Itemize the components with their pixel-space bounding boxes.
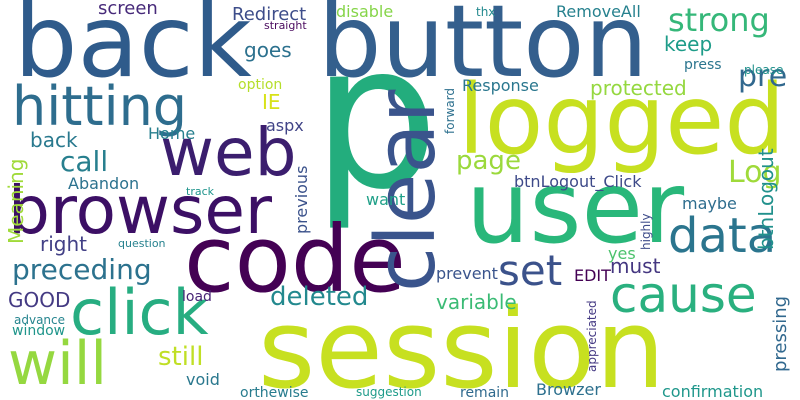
word-log: Log bbox=[728, 155, 782, 190]
word-browser: browser bbox=[8, 172, 273, 249]
word-removeall: RemoveAll bbox=[556, 2, 641, 21]
word-home: Home bbox=[148, 124, 196, 143]
word-window: window bbox=[12, 323, 66, 339]
word-edit: EDIT bbox=[574, 266, 611, 285]
word-session: session bbox=[258, 285, 666, 400]
word-orthewise: orthewise bbox=[240, 385, 309, 400]
word-thx: thx bbox=[476, 5, 496, 19]
word-right: right bbox=[40, 232, 87, 256]
word-keep: keep bbox=[664, 32, 713, 56]
word-user: user bbox=[466, 149, 685, 266]
word-want: want bbox=[366, 190, 406, 209]
word-set: set bbox=[498, 246, 563, 295]
word-maybe: maybe bbox=[682, 194, 737, 213]
word-page: page bbox=[456, 146, 521, 176]
word-hitting: hitting bbox=[12, 75, 188, 138]
word-load: load bbox=[182, 289, 212, 305]
word-goes: goes bbox=[244, 38, 292, 62]
word-browzer: Browzer bbox=[536, 380, 601, 399]
word-prevent: prevent bbox=[436, 264, 498, 283]
word-redirect: Redirect bbox=[232, 4, 307, 25]
word-logged: logged bbox=[458, 64, 786, 176]
word-variable: variable bbox=[436, 290, 517, 314]
word-question: question bbox=[118, 237, 166, 250]
word-yes: yes bbox=[608, 244, 636, 263]
word-must: must bbox=[610, 254, 661, 278]
word-appreciated: appreciated bbox=[585, 300, 599, 372]
word-abandon: Abandon bbox=[68, 174, 140, 193]
word-still: still bbox=[158, 342, 204, 372]
word-response: Response bbox=[462, 76, 539, 95]
word-ie: IE bbox=[262, 90, 281, 114]
word-press: press bbox=[684, 57, 722, 73]
word-aspx: aspx bbox=[266, 116, 304, 135]
word-remain: remain bbox=[460, 385, 510, 400]
word-please: please bbox=[744, 63, 784, 77]
word-confirmation: confirmation bbox=[662, 382, 764, 400]
word-preceding: preceding bbox=[12, 253, 152, 286]
word-call: call bbox=[60, 145, 109, 178]
word-disable: disable bbox=[336, 2, 394, 21]
word-advance: advance bbox=[14, 313, 66, 327]
word-strong: strong bbox=[668, 1, 770, 39]
word-straight: straight bbox=[264, 19, 307, 32]
word-deleted: deleted bbox=[270, 282, 369, 312]
word-will: will bbox=[8, 329, 108, 399]
word-track: track bbox=[186, 185, 214, 198]
word-btnlogout-click: btnLogout_Click bbox=[514, 172, 642, 191]
word-btnlogout: btnLogout bbox=[754, 148, 778, 250]
word-pre: pre bbox=[738, 59, 788, 94]
word-good: GOOD bbox=[8, 288, 71, 312]
word-meaning: Meaning bbox=[4, 158, 28, 244]
word-void: void bbox=[186, 370, 220, 389]
word-screen: screen bbox=[98, 0, 158, 19]
word-data: data bbox=[668, 208, 777, 264]
word-back-small: back bbox=[30, 128, 78, 152]
word-back-large: back bbox=[14, 0, 252, 100]
word-previous: previous bbox=[292, 165, 311, 234]
word-pressing: pressing bbox=[770, 295, 791, 372]
word-option: option bbox=[238, 77, 283, 93]
word-highly: highly bbox=[639, 213, 653, 250]
word-cause: cause bbox=[610, 266, 757, 324]
word-protected: protected bbox=[590, 76, 687, 100]
word-button: button bbox=[318, 0, 648, 100]
word-web: web bbox=[160, 114, 297, 191]
word-code: code bbox=[184, 206, 406, 313]
word-p: p bbox=[312, 1, 439, 234]
word-forward: forward bbox=[443, 87, 457, 134]
word-suggestion: suggestion bbox=[356, 385, 422, 399]
word-click: click bbox=[70, 276, 209, 349]
